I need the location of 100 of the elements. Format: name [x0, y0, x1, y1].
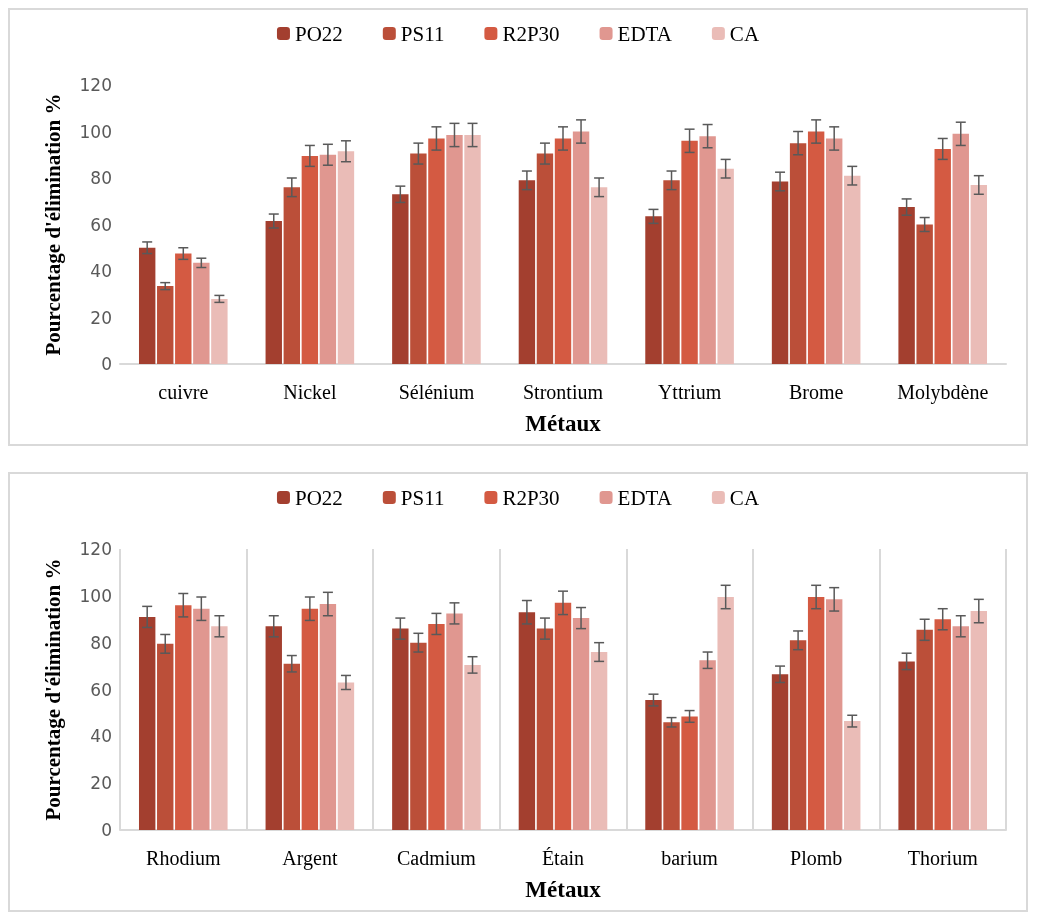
bar [138, 616, 156, 830]
bar [844, 175, 861, 364]
bar [193, 608, 210, 830]
bar [699, 660, 716, 830]
bar [301, 155, 319, 364]
y-tick-label: 0 [101, 820, 112, 840]
x-tick-label: Strontium [522, 381, 604, 403]
bar [428, 623, 445, 830]
bar [771, 674, 789, 830]
y-tick-label: 80 [90, 168, 112, 188]
y-tick-label: 120 [79, 75, 112, 95]
bar [844, 721, 861, 830]
bar [211, 626, 228, 830]
bar [916, 224, 933, 364]
bar [590, 652, 608, 830]
bar [265, 626, 282, 830]
bar [825, 599, 843, 830]
bar [970, 611, 988, 830]
legend-label: R2P30 [502, 21, 560, 46]
bar [428, 138, 445, 364]
bar [319, 604, 337, 830]
bar [464, 664, 481, 830]
x-tick-label: cuivre [158, 381, 209, 403]
legend-label: CA [729, 485, 760, 510]
bar [952, 133, 969, 364]
bar [518, 180, 536, 364]
x-tick-label: Molybdène [897, 381, 989, 404]
y-tick-label: 40 [90, 726, 112, 747]
y-tick-label: 60 [90, 679, 112, 700]
bar [663, 722, 680, 830]
bar [157, 643, 174, 830]
x-tick-label: Étain [541, 847, 585, 869]
x-axis-title: Métaux [525, 877, 602, 902]
bar [590, 187, 608, 364]
x-tick-label: Cadmium [396, 847, 477, 869]
y-tick-label: 80 [90, 632, 112, 653]
bar [807, 131, 825, 364]
bar [970, 184, 988, 364]
bar [410, 153, 427, 364]
y-tick-label: 120 [79, 539, 112, 559]
bar [392, 628, 409, 830]
bar [518, 612, 536, 830]
y-tick-label: 60 [90, 214, 112, 235]
y-tick-label: 40 [90, 261, 112, 281]
bar [717, 168, 734, 364]
y-axis-title: Pourcentage d'élimination % [41, 93, 65, 356]
bar [934, 148, 951, 364]
legend-label: EDTA [617, 21, 673, 46]
bar [645, 700, 662, 830]
bar [392, 194, 409, 364]
legend-label: CA [729, 21, 760, 46]
bar [645, 216, 662, 364]
legend-label: EDTA [617, 485, 673, 510]
bar [464, 134, 481, 364]
x-axis-title: Métaux [525, 411, 602, 436]
bar [301, 608, 319, 830]
bar [175, 605, 192, 830]
bar [175, 253, 192, 364]
y-tick-label: 100 [79, 121, 112, 142]
bar [283, 187, 301, 364]
bar [807, 597, 825, 830]
bar [211, 298, 228, 364]
bar [193, 262, 210, 364]
bar [898, 207, 915, 364]
bar [319, 154, 337, 364]
bar [265, 221, 282, 364]
legend-label: PS11 [400, 485, 445, 510]
bar [337, 682, 355, 830]
x-tick-label: barium [661, 847, 719, 869]
y-tick-label: 100 [79, 585, 112, 606]
x-tick-label: Argent [282, 847, 338, 870]
bar [825, 138, 843, 364]
bar [681, 716, 698, 830]
bar [789, 640, 807, 830]
bar [157, 286, 174, 364]
x-tick-label: Nickel [283, 381, 337, 403]
bar [916, 629, 933, 830]
x-tick-label: Thorium [907, 847, 979, 869]
legend-label: R2P30 [502, 485, 560, 510]
y-axis-title: Pourcentage d'élimination % [41, 558, 65, 821]
y-tick-label: 20 [90, 307, 112, 328]
x-tick-label: Plomb [790, 847, 843, 869]
bar [554, 602, 572, 830]
bar [337, 151, 355, 364]
bar [536, 628, 554, 830]
bar [681, 140, 698, 364]
bar [663, 180, 680, 364]
bar [699, 136, 716, 364]
x-tick-label: Yttrium [657, 381, 722, 403]
bar [446, 134, 463, 364]
bar [283, 663, 301, 830]
bar [952, 626, 969, 830]
bar [934, 619, 951, 830]
legend-label: PS11 [400, 21, 445, 46]
x-tick-label: Brome [788, 381, 844, 403]
x-tick-label: Sélénium [398, 381, 475, 403]
bar [554, 138, 572, 364]
y-tick-label: 20 [90, 773, 112, 794]
bar [572, 618, 590, 830]
bar [138, 247, 156, 364]
